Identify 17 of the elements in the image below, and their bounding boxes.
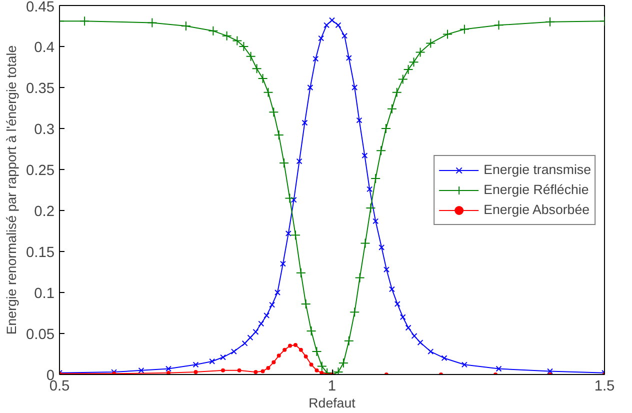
y-tick-label: 0.05 (26, 327, 55, 343)
x-tick-label: 1 (328, 378, 336, 394)
y-tick-label: 0.15 (26, 245, 55, 261)
y-tick-label: 0.3 (34, 122, 54, 138)
legend-label: Energie transmise (484, 162, 591, 178)
x-tick-label: 0.5 (49, 378, 70, 394)
legend-label: Energie Réfléchie (484, 182, 589, 198)
y-tick-label: 0.1 (34, 286, 54, 302)
legend-label: Energie Absorbée (484, 202, 590, 218)
y-tick-label: 0.2 (34, 204, 54, 220)
y-tick-label: 0.35 (26, 81, 55, 97)
y-tick-label: 0.4 (34, 40, 54, 56)
y-tick-label: 0.45 (26, 0, 55, 16)
x-tick-label: 1.5 (594, 378, 615, 394)
y-tick-label: 0.25 (26, 163, 55, 179)
y-axis-title: Energie renormalisé par rapport à l'énergie totale (4, 45, 19, 335)
x-axis-title: Rdefaut (308, 396, 356, 410)
